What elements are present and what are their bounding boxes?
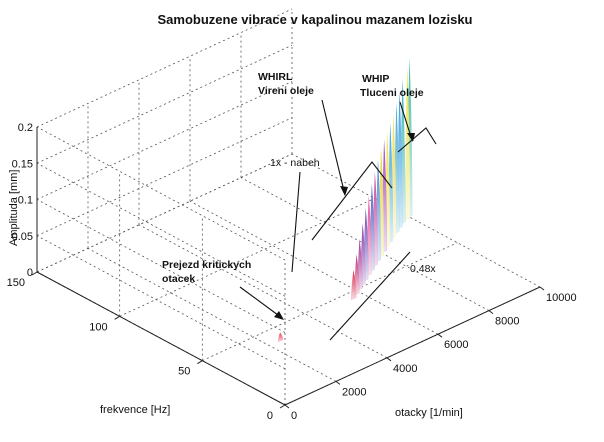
- floor-grid-x: [291, 153, 541, 288]
- back-wall-grid-z: [36, 117, 293, 237]
- z-tick-label: 0: [27, 267, 33, 279]
- x-tick-label: 10000: [546, 292, 577, 304]
- x-tick-mark: [386, 357, 392, 362]
- tick-labels: 020004000600080001000005010015000.050.10…: [7, 122, 577, 422]
- z-tick-label: 0.1: [18, 195, 33, 207]
- floor-grid-x: [189, 200, 439, 335]
- z-tick-label: 0.15: [12, 158, 33, 170]
- x-tick-mark: [488, 310, 494, 315]
- y-tick-label: 150: [7, 277, 25, 289]
- x-tick-label: 8000: [495, 316, 519, 328]
- floor-grid-x: [87, 248, 337, 382]
- whip-bracket: [397, 127, 437, 153]
- x-tick-mark: [335, 380, 341, 385]
- x-tick-mark: [284, 404, 290, 409]
- back-wall-grid-z: [36, 8, 293, 128]
- peak-shade-19: [277, 332, 283, 343]
- back-wall-grid-z: [36, 44, 293, 164]
- x-axis-label: otacky [1/min]: [395, 407, 463, 419]
- chart-title: Samobuzene vibrace v kapalinou mazanem l…: [158, 12, 473, 27]
- runup-leader: [291, 171, 301, 273]
- annot-whirl: WHIRL: [258, 71, 293, 83]
- y-tick-label: 0: [267, 410, 273, 422]
- floor-grid-y: [119, 197, 375, 317]
- y-axis-label: frekvence [Hz]: [100, 404, 170, 416]
- whirl-bracket: [311, 161, 393, 241]
- y-tick-mark: [197, 360, 203, 365]
- y-tick-mark: [114, 315, 120, 320]
- back-wall-grid-z: [36, 153, 293, 273]
- x-tick-mark: [437, 333, 443, 338]
- x-tick-label: 6000: [444, 339, 468, 351]
- ratio-guide: [329, 251, 411, 341]
- x-tick-label: 4000: [393, 363, 417, 375]
- annotations: WHIRL Vireni oleje WHIP Tluceni oleje 1x…: [162, 71, 436, 285]
- annot-whirl-sub: Vireni oleje: [258, 85, 314, 97]
- annot-ratio: 0.48x: [410, 263, 436, 275]
- y-axis-line: [36, 271, 286, 406]
- peak-marks: [239, 57, 437, 343]
- side-wall-grid-z: [36, 199, 286, 333]
- x-tick-label: 2000: [342, 386, 366, 398]
- y-tick-mark: [279, 404, 286, 409]
- annot-whip: WHIP: [362, 73, 389, 85]
- side-wall-grid-z: [36, 126, 286, 261]
- axes-grid: [31, 8, 545, 409]
- y-tick-label: 100: [89, 321, 107, 333]
- whirl-leader: [321, 99, 346, 196]
- floor-grid-y: [202, 242, 458, 362]
- annot-runup: 1x - nabeh: [270, 157, 320, 169]
- critical-leader: [239, 286, 283, 319]
- whirl-arrowhead: [340, 186, 348, 196]
- annot-critical-sub: otacek: [162, 273, 195, 285]
- side-wall-grid-z: [36, 162, 286, 297]
- annot-critical: Prejezd kritickych: [162, 259, 251, 271]
- y-tick-label: 50: [178, 366, 190, 378]
- back-wall-grid-z: [36, 81, 293, 200]
- floor-grid-x: [138, 224, 388, 359]
- z-tick-label: 0.2: [18, 122, 33, 134]
- z-tick-label: 0.05: [12, 231, 33, 243]
- x-tick-label: 0: [291, 410, 297, 422]
- x-tick-mark: [539, 286, 545, 291]
- critical-arrowhead: [274, 311, 284, 320]
- x-axis-line: [284, 286, 541, 406]
- z-axis-label: Amplituda [mm]: [8, 170, 20, 246]
- peak-shade-18: [351, 270, 357, 301]
- y-tick-mark: [31, 271, 38, 276]
- side-wall-grid-z: [36, 235, 286, 370]
- annot-whip-sub: Tluceni oleje: [360, 87, 424, 99]
